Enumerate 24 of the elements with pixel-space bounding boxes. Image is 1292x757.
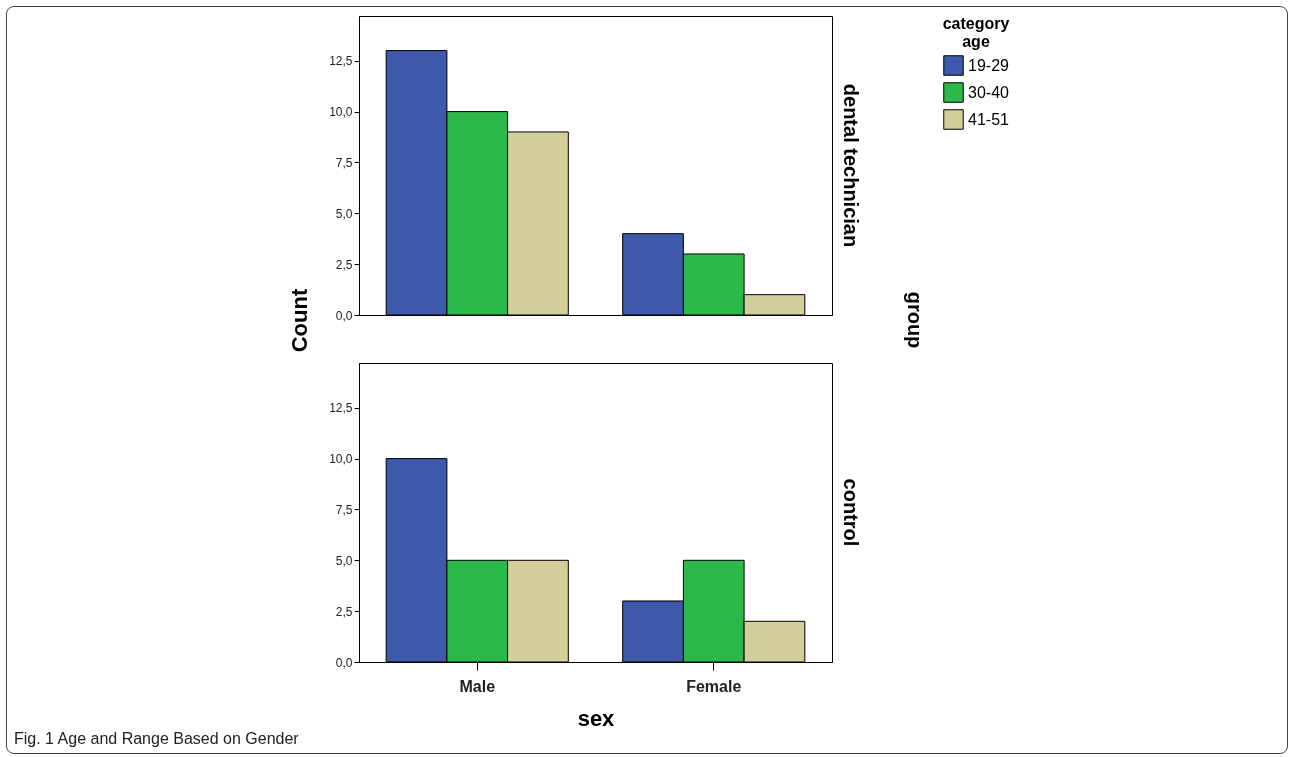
y-axis-title: Count [286,288,312,353]
x-axis-title: sex [577,705,616,731]
legend-label: 30-40 [968,83,1010,101]
x-tick-label: Female [686,677,742,695]
y-tick-label: 10,0 [329,452,353,467]
y-tick-label: 2,5 [335,604,353,619]
y-tick-label: 12,5 [329,54,353,69]
y-tick-label: 12,5 [329,401,353,416]
y-tick-label: 7,5 [335,155,353,170]
text: group [904,291,926,349]
y-tick-label: 7,5 [335,502,353,517]
y2-axis-title: dental technician [840,83,862,248]
legend-label: 41-51 [968,110,1010,128]
caption: Fig. 1 Age and Range Based on Gender [14,730,299,748]
y-tick-label: 10,0 [329,105,353,120]
legend-title: category age [942,15,1010,50]
y2-axis-title: control [840,478,862,547]
legend-label: 19-29 [968,56,1010,74]
y-tick-label: 0,0 [335,655,353,670]
y-tick-label: 5,0 [335,553,353,568]
y-tick-label: 0,0 [335,308,353,323]
x-tick-label: Male [459,677,496,695]
y-tick-label: 2,5 [335,257,353,272]
y-tick-label: 5,0 [335,206,353,221]
